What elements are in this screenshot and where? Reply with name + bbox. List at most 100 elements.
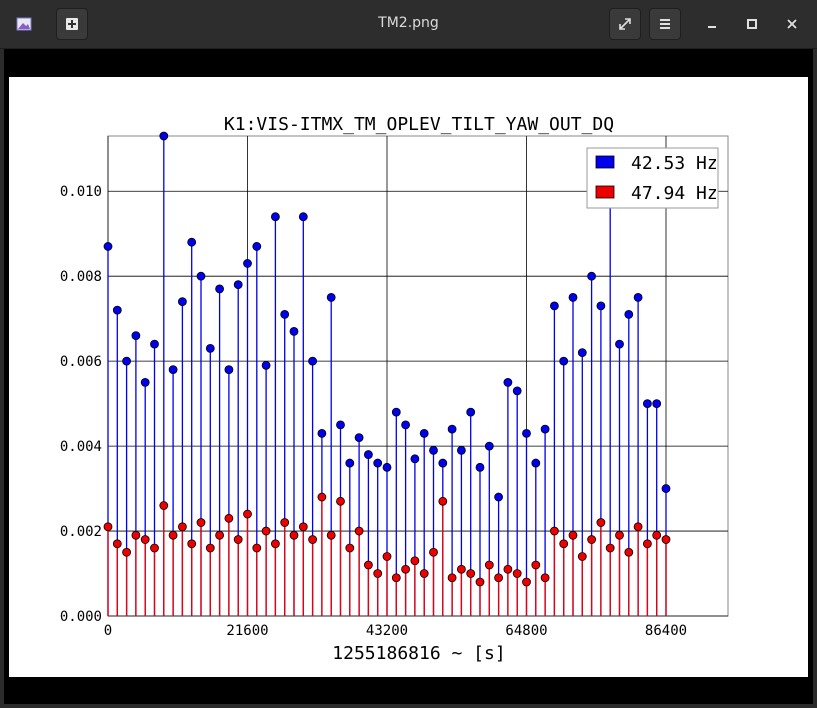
data-point-s0 (661, 484, 671, 493)
data-point-s1 (615, 530, 624, 540)
data-point-s1 (661, 535, 671, 544)
data-point-s0 (131, 331, 141, 341)
y-tick-label: 0.010 (60, 184, 102, 200)
data-point-s1 (131, 530, 141, 540)
data-point-s1 (456, 564, 466, 574)
data-point-s0 (150, 339, 159, 349)
expand-icon (619, 18, 631, 30)
data-point-s0 (419, 428, 429, 438)
data-point-s1 (559, 539, 569, 549)
y-tick-label: 0.006 (60, 354, 102, 370)
legend-swatch-47hz (595, 185, 615, 199)
data-point-s0 (550, 301, 559, 311)
x-tick-label: 43200 (366, 623, 408, 639)
data-point-s0 (503, 377, 513, 387)
data-point-s0 (270, 212, 280, 222)
legend-label-42hz: 42.53 Hz (631, 153, 718, 174)
data-point-s1 (466, 569, 476, 578)
data-point-s1 (447, 573, 457, 583)
data-point-s1 (494, 573, 504, 583)
data-point-s0 (289, 326, 299, 336)
data-point-s0 (512, 386, 522, 396)
data-point-s0 (559, 356, 569, 366)
data-point-s0 (587, 271, 596, 281)
data-point-s0 (373, 458, 383, 468)
data-point-s1 (363, 560, 373, 570)
close-button[interactable] (781, 13, 803, 35)
data-point-s1 (187, 539, 197, 549)
data-point-s1 (652, 530, 662, 540)
data-point-s1 (633, 522, 643, 532)
data-point-s1 (252, 543, 262, 553)
data-point-s1 (429, 547, 438, 557)
data-point-s1 (568, 530, 578, 540)
chart-title: K1:VIS-ITMX_TM_OPLEV_TILT_YAW_OUT_DQ (224, 114, 614, 135)
data-point-s0 (196, 271, 206, 281)
data-point-s1 (531, 560, 541, 570)
data-point-s0 (205, 343, 215, 353)
y-tick-label: 0.000 (60, 609, 102, 625)
menu-button[interactable] (649, 8, 681, 40)
data-point-s0 (391, 407, 401, 417)
data-point-s0 (484, 441, 494, 451)
legend: 42.53 Hz 47.94 Hz (586, 147, 719, 209)
data-point-s0 (261, 360, 271, 370)
maximize-button[interactable] (741, 13, 763, 35)
app-icon (14, 14, 34, 34)
data-point-s0 (252, 242, 262, 251)
fullscreen-button[interactable] (609, 8, 641, 40)
window-title: TM2.png (378, 15, 439, 31)
plot-area (107, 135, 729, 617)
data-point-s1 (122, 547, 131, 557)
data-point-s0 (456, 445, 466, 455)
y-tick-label: 0.008 (60, 269, 102, 285)
data-point-s0 (298, 212, 308, 222)
data-point-s0 (177, 297, 187, 307)
data-point-s0 (410, 454, 420, 464)
y-tick-label: 0.004 (60, 439, 102, 455)
data-point-s0 (643, 399, 652, 409)
minimize-icon (708, 26, 716, 28)
data-point-s1 (605, 543, 615, 553)
new-tab-button[interactable] (56, 8, 88, 40)
data-point-s1 (391, 573, 401, 583)
data-point-s0 (382, 462, 392, 472)
data-point-s1 (233, 535, 243, 544)
data-point-s0 (187, 237, 197, 247)
data-point-s1 (336, 496, 345, 506)
data-point-s0 (596, 301, 606, 311)
data-point-s1 (289, 530, 299, 540)
data-point-s0 (336, 420, 345, 430)
data-point-s0 (112, 305, 122, 315)
x-tick-label: 0 (104, 623, 112, 639)
data-point-s1 (298, 522, 308, 532)
minimize-button[interactable] (701, 13, 723, 35)
data-point-s1 (112, 539, 122, 549)
image-canvas: K1:VIS-ITMX_TM_OPLEV_TILT_YAW_OUT_DQ 0 21… (9, 77, 808, 677)
data-point-s0 (168, 365, 178, 375)
data-point-s0 (345, 458, 355, 468)
data-point-s1 (140, 535, 150, 544)
data-point-s1 (438, 496, 448, 506)
data-point-s0 (652, 399, 662, 409)
maximize-icon (747, 19, 757, 29)
data-point-s0 (568, 293, 578, 302)
data-point-s0 (475, 462, 485, 472)
data-point-s1 (103, 522, 113, 532)
data-point-s1 (354, 526, 364, 536)
data-point-s1 (215, 530, 225, 540)
data-point-s0 (494, 492, 504, 502)
data-point-s0 (540, 424, 550, 434)
data-point-s1 (150, 543, 159, 553)
data-point-s0 (233, 280, 243, 290)
data-point-s0 (317, 428, 327, 438)
title-bar: TM2.png (0, 0, 817, 49)
data-point-s1 (512, 569, 522, 578)
data-point-s1 (373, 569, 383, 578)
data-point-s1 (419, 569, 429, 578)
data-point-s0 (531, 458, 541, 468)
data-point-s1 (550, 526, 559, 536)
data-point-s1 (177, 522, 187, 532)
x-axis-label: 1255186816 ~ [s] (332, 643, 505, 664)
data-point-s0 (122, 356, 131, 366)
